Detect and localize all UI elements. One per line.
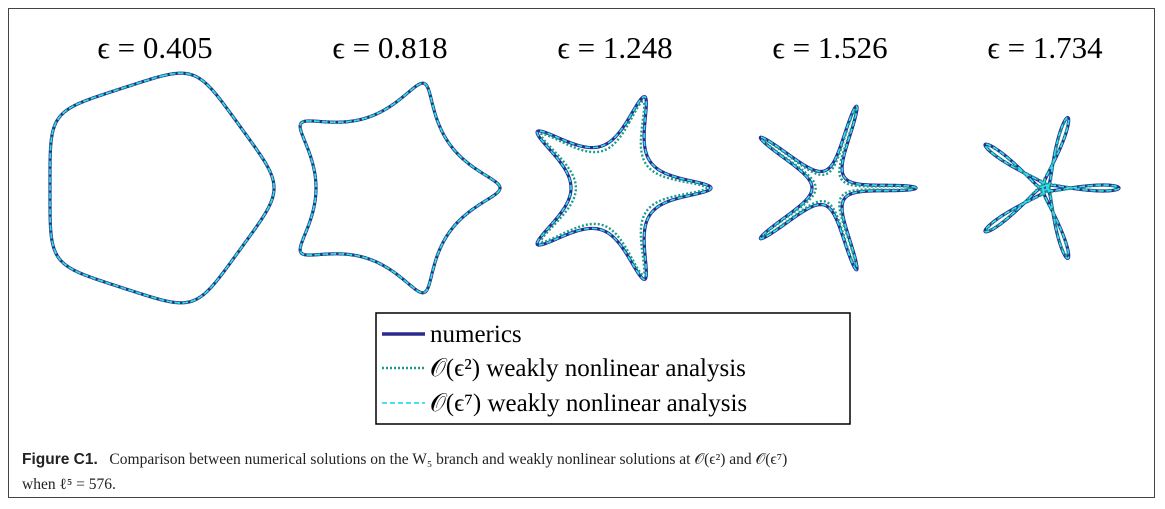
panel-label: ϵ = 1.248	[557, 30, 672, 65]
curve-o2	[762, 108, 914, 268]
curve-o7	[49, 72, 275, 304]
curve-numerics	[758, 104, 918, 272]
caption-line: when ℓ⁵ = 576.	[22, 476, 116, 494]
curve-o2	[48, 71, 276, 305]
panel-label: ϵ = 0.405	[97, 30, 212, 65]
curve-numerics	[298, 81, 502, 295]
figure-frame	[8, 8, 1155, 498]
legend-box	[375, 312, 851, 425]
curve-o2	[985, 118, 1118, 258]
curve-o2	[539, 100, 708, 276]
legend-entry: 𝒪(ϵ⁷) weakly nonlinear analysis	[430, 390, 747, 417]
legend-entry: numerics	[430, 321, 522, 348]
panel-label: ϵ = 0.818	[332, 30, 447, 65]
curve-o7	[536, 95, 712, 281]
curve-o2	[298, 81, 502, 295]
panel-label: ϵ = 1.734	[987, 30, 1103, 65]
caption-text: Comparison between numerical solutions o…	[109, 451, 788, 468]
caption-line: Figure C1. Comparison between numerical …	[22, 451, 787, 469]
panel-label: ϵ = 1.526	[772, 30, 887, 65]
curve-o7	[299, 82, 501, 294]
legend-entry: 𝒪(ϵ²) weakly nonlinear analysis	[430, 355, 746, 382]
curve-numerics	[535, 95, 713, 281]
curve-o7	[759, 105, 917, 271]
curve-o7	[984, 116, 1120, 260]
caption-text: when ℓ⁵ = 576.	[22, 476, 116, 493]
curve-numerics	[48, 71, 276, 305]
curve-numerics	[983, 115, 1121, 261]
caption-label: Figure C1.	[22, 451, 98, 468]
